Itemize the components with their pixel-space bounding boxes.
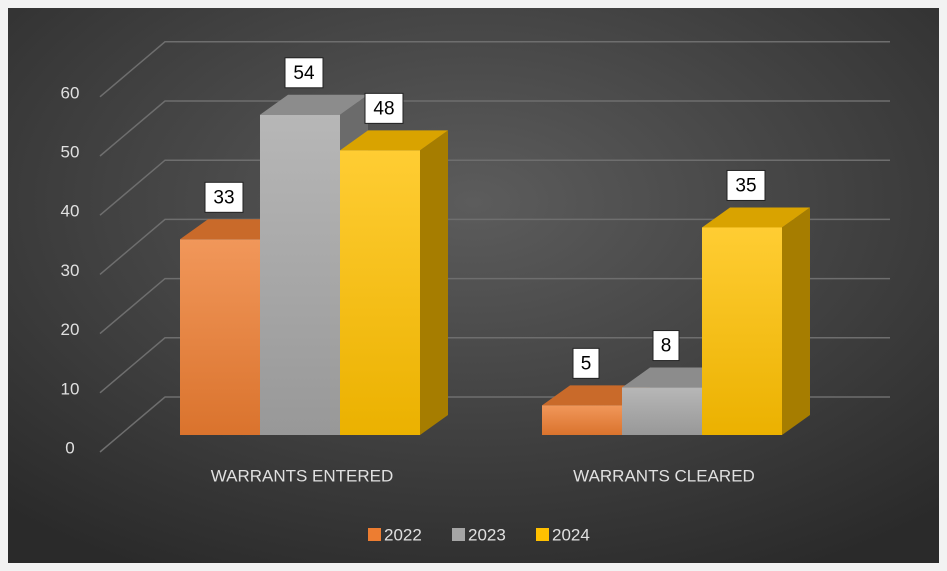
bar-front — [702, 227, 782, 435]
y-tick-label: 0 — [65, 438, 74, 457]
y-tick-label: 60 — [61, 83, 80, 102]
y-tick-label: 30 — [61, 261, 80, 280]
y-tick-label: 10 — [61, 379, 80, 398]
y-tick-label: 40 — [61, 202, 80, 221]
grid-line — [99, 277, 890, 335]
y-tick-label: 50 — [61, 142, 80, 161]
bar-front — [260, 114, 340, 435]
legend-swatch — [536, 528, 549, 541]
data-label: 35 — [735, 175, 756, 196]
data-label-box — [284, 57, 324, 89]
bar-top — [340, 130, 448, 151]
bar-front — [622, 387, 702, 435]
legend-label: 2022 — [384, 525, 422, 544]
legend-label: 2023 — [468, 525, 506, 544]
data-label: 8 — [661, 336, 672, 357]
data-label: 5 — [581, 353, 592, 374]
data-label-box — [572, 347, 600, 379]
data-label-box — [204, 181, 244, 213]
bar-side — [420, 130, 448, 436]
data-label: 54 — [293, 63, 315, 84]
bar-front — [542, 405, 622, 435]
grid-line — [99, 337, 890, 394]
bar-side — [782, 207, 810, 435]
bar-top — [260, 94, 368, 115]
legend-swatch — [368, 528, 381, 541]
grid-line — [99, 159, 890, 216]
data-label-box — [726, 169, 766, 201]
x-tick-label: WARRANTS CLEARED — [573, 466, 755, 485]
data-label: 33 — [213, 187, 234, 208]
grid-line — [99, 100, 890, 157]
data-label-box — [652, 330, 680, 362]
y-tick-label: 20 — [61, 320, 80, 339]
grid-line — [99, 41, 890, 98]
bar-top — [702, 207, 810, 228]
legend-swatch — [452, 528, 465, 541]
data-label-box — [364, 92, 404, 124]
bar — [340, 130, 448, 436]
legend-label: 2024 — [552, 525, 590, 544]
grid-line — [99, 218, 890, 275]
bar — [702, 207, 810, 435]
data-label: 48 — [373, 98, 394, 119]
x-tick-label: WARRANTS ENTERED — [211, 466, 394, 485]
bar-front — [180, 239, 260, 435]
bar-front — [340, 150, 420, 436]
